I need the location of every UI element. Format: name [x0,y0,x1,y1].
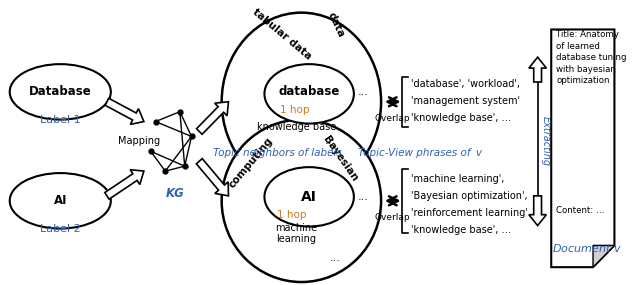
Text: AI: AI [54,194,67,207]
Text: data: data [325,10,346,39]
Text: Topic-View phrases of  v: Topic-View phrases of v [358,148,482,158]
Text: ...: ... [325,137,336,146]
Text: Document $v$: Document $v$ [552,242,622,254]
Polygon shape [105,170,144,199]
Text: ...: ... [358,87,369,97]
Text: Title: Anatomy
of learned
database tuning
with bayesian
optimization: Title: Anatomy of learned database tunin… [556,30,627,85]
Text: 'knowledge base', …: 'knowledge base', … [412,225,511,235]
Text: knowledge base: knowledge base [257,121,336,132]
Polygon shape [551,29,614,267]
Text: AI: AI [301,190,317,204]
Ellipse shape [10,64,111,120]
Ellipse shape [264,167,354,227]
Text: Overlap: Overlap [375,114,411,123]
Text: Extracting: Extracting [540,116,550,166]
Text: 'knowledge base', …: 'knowledge base', … [412,113,511,123]
Polygon shape [593,245,614,267]
Text: ...: ... [330,253,341,263]
Text: Label 1: Label 1 [40,115,81,125]
Ellipse shape [10,173,111,229]
Text: Content: …: Content: … [556,206,605,215]
Polygon shape [105,98,144,124]
Polygon shape [529,57,547,82]
Text: 1 hop: 1 hop [280,105,310,115]
Ellipse shape [221,13,381,191]
Text: 'database', 'workload',: 'database', 'workload', [412,79,520,89]
Text: Database: Database [29,86,92,98]
Text: computing: computing [227,136,275,190]
Ellipse shape [264,64,354,124]
Text: database: database [278,86,340,98]
Ellipse shape [221,120,381,282]
Polygon shape [196,102,228,134]
Text: 'management system': 'management system' [412,96,520,106]
Text: Mapping: Mapping [118,137,161,146]
Text: 'Bayesian optimization',: 'Bayesian optimization', [412,191,528,201]
Text: 'reinforcement learning': 'reinforcement learning' [412,208,528,218]
Text: 'machine learning',: 'machine learning', [412,174,504,184]
Text: machine
learning: machine learning [275,223,317,244]
Text: 1 hop: 1 hop [277,210,307,220]
Text: Bayesian: Bayesian [321,135,360,184]
Text: Topic neighbors of labels: Topic neighbors of labels [212,148,342,158]
Text: Label 2: Label 2 [40,223,81,233]
Text: KG: KG [166,187,184,200]
Text: ...: ... [358,192,369,202]
Polygon shape [529,196,547,225]
Text: tabular data: tabular data [251,7,313,62]
Text: Overlap: Overlap [375,213,411,222]
Polygon shape [196,159,228,196]
